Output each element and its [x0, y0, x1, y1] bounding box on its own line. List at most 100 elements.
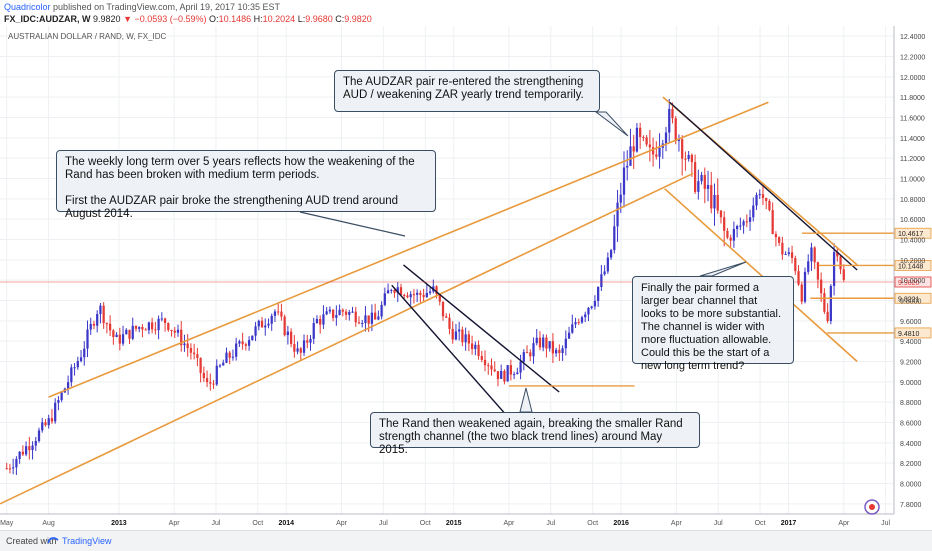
author-link[interactable]: Quadricolor [4, 2, 51, 12]
candle-body [8, 468, 12, 470]
candle-body [555, 349, 558, 354]
trend-line-orange-lower [0, 172, 694, 505]
trend-line-bear-lower [664, 188, 858, 363]
candle-body [189, 348, 193, 353]
candle-body [151, 322, 154, 330]
y-tick-label: 12.0000 [900, 75, 925, 82]
left-note-text-2: First the AUDZAR pair broke the strength… [65, 195, 399, 220]
candle-body [57, 400, 60, 403]
y-tick-label: 8.8000 [900, 400, 922, 407]
candle-body [374, 312, 377, 320]
tradingview-link[interactable]: TradingView [62, 536, 112, 546]
x-tick-label: Aug [42, 520, 55, 527]
level-tag [894, 292, 932, 304]
candle-body [325, 311, 328, 315]
candle-body [283, 316, 286, 336]
candle-body [826, 311, 829, 322]
candle-body [309, 338, 312, 343]
candle-body [406, 295, 409, 298]
candle-body [319, 318, 322, 325]
candle-body [603, 271, 606, 275]
candle-body [723, 217, 726, 231]
candle-body [645, 137, 648, 145]
candle-body [742, 221, 745, 226]
candle-body [92, 323, 96, 326]
candle-body [687, 154, 690, 159]
candle-body [183, 343, 186, 346]
candle-body [209, 382, 212, 384]
candle-body [684, 158, 687, 160]
created-with-label: Created with [6, 536, 57, 546]
candle-body [105, 323, 109, 325]
candle-body [829, 285, 832, 322]
candle-body [719, 210, 723, 218]
candle-body [778, 237, 781, 243]
candle-body [451, 328, 454, 340]
candle-body [225, 352, 228, 363]
bottom-note: The Rand then weakened again, breaking t… [370, 412, 700, 456]
candle-body [212, 383, 215, 385]
candle-body [493, 369, 496, 372]
candle-body [593, 300, 597, 307]
candle-body [755, 194, 758, 206]
candle-body [561, 348, 564, 354]
time-axis[interactable]: May Aug 2013 Apr Jul Oct 2014 Apr Jul Oct 2015 Apr J… [0, 513, 894, 527]
candle-body [842, 269, 845, 280]
candle-body [396, 287, 399, 293]
candle-body [551, 341, 555, 354]
candle-body [364, 315, 367, 323]
candle-body [655, 154, 658, 157]
candle-body [671, 108, 674, 119]
candle-body [89, 323, 92, 330]
candle-body [496, 371, 500, 379]
candle-body [228, 352, 231, 358]
candle-body [545, 337, 548, 349]
bottom-note-text: The Rand then weakened again, breaking t… [379, 418, 683, 456]
candle-body [522, 352, 525, 362]
candle-body [729, 237, 732, 241]
x-tick-label: 2013 [111, 520, 127, 527]
candle-body [79, 357, 83, 362]
x-tick-label: 2017 [781, 520, 797, 527]
candle-body [768, 200, 771, 211]
candle-body [34, 441, 37, 446]
candle-body [361, 322, 364, 324]
candle-body [616, 202, 619, 227]
candle-body [416, 292, 419, 295]
y-tick-label: 9.8000 [900, 299, 922, 306]
candle-body [771, 210, 774, 235]
price-axis[interactable]: 12.4000 12.2000 12.0000 11.8000 11.6000 11.40… [893, 26, 925, 514]
candle-body [836, 252, 839, 257]
candle-body [626, 165, 629, 168]
candle-body [765, 197, 768, 201]
candle-body [716, 194, 719, 211]
right-note: Finally the pair formed a larger bear ch… [632, 276, 794, 372]
candle-body [348, 312, 351, 315]
candle-body [632, 146, 635, 152]
candle-body [693, 162, 697, 192]
candle-body [529, 352, 532, 357]
candle-body [141, 326, 144, 330]
candle-body [587, 307, 590, 315]
candle-body [312, 322, 315, 339]
candle-body [651, 147, 655, 155]
trend-line-black-bear [669, 101, 858, 271]
x-tick-label: Jul [211, 520, 220, 527]
candle-body [435, 286, 438, 295]
y-tick-label: 10.0000 [900, 278, 925, 285]
price-change: ▼ −0.0593 (−0.59%) [123, 14, 207, 24]
candle-body [351, 311, 354, 313]
candle-body [102, 305, 105, 324]
symbol-name: FX_IDC:AUDZAR, W [4, 14, 91, 24]
candle-body [377, 316, 380, 320]
candle-body [564, 338, 567, 349]
y-tick-label: 7.8000 [900, 502, 922, 509]
level-tag-label: 9.9820 [898, 280, 920, 287]
candle-body [367, 315, 370, 324]
candle-body [241, 341, 244, 345]
low-label: L: [297, 14, 306, 24]
candle-body [470, 343, 474, 350]
candle-body [758, 194, 761, 196]
y-tick-label: 8.4000 [900, 441, 922, 448]
left-note: The weekly long term over 5 years reflec… [56, 150, 436, 220]
